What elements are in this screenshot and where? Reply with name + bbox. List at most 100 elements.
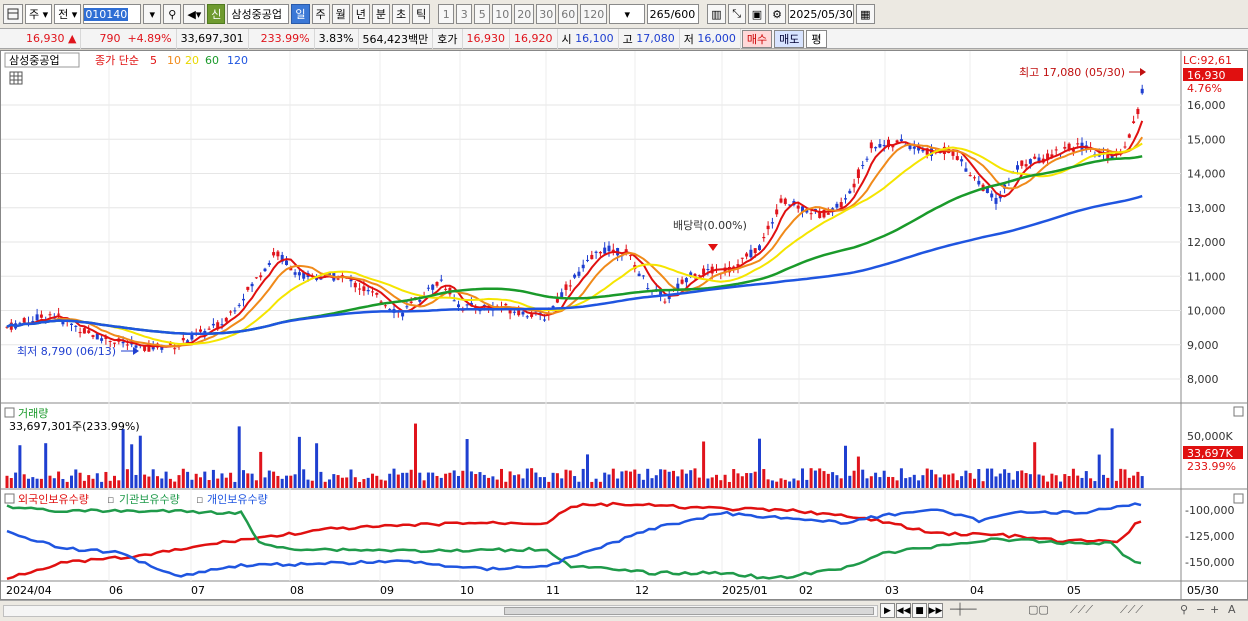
interval-button[interactable]: 120 [580,4,608,24]
volume-bar [955,480,959,488]
interval-custom-select[interactable]: ▾ [609,4,646,24]
scroll-stop-button[interactable]: ■ [912,603,927,618]
table-toggle-icon[interactable] [9,71,23,85]
candle-body [173,348,177,350]
candle-body [504,303,508,306]
volume-bar [74,469,78,488]
legend-foreign[interactable]: 외국인보유수량 [18,493,89,506]
volume-bar [482,474,486,488]
period-tick-button[interactable]: 틱 [412,4,431,24]
period-minute-button[interactable]: 분 [371,4,391,24]
candle-body [594,251,598,253]
buy-button[interactable]: 매수 [741,29,773,48]
period-day-button[interactable]: 일 [291,4,310,24]
volume-bar [912,474,916,488]
indicator-button[interactable]: ▥ [707,4,726,24]
scroll-right-button[interactable]: ▶ [880,603,895,618]
legend-institution[interactable]: 기관보유수량 [119,493,180,506]
volume-bar [680,469,684,488]
candle-body [9,322,13,330]
period-year-button[interactable]: 년 [351,4,370,24]
ma-10-label[interactable]: 10 [167,54,181,67]
period-month-button[interactable]: 월 [331,4,350,24]
line-tool-icon[interactable]: ⟋⟋⟋ [1070,603,1094,616]
save-button[interactable]: ▣ [747,4,767,24]
chart-canvas[interactable]: 16,000 15,000 14,000 13,000 12,000 11,000 10,0… [1,51,1247,599]
volume-panel-toggle[interactable] [4,407,15,418]
zoom-out-icon[interactable]: − [1196,603,1206,616]
volume-panel-close-icon[interactable] [1233,406,1244,417]
volume-bar [813,470,817,488]
settings-button[interactable]: ⚙ [768,4,787,24]
scroll-track[interactable] [3,605,878,617]
speaker-button[interactable]: ◀▾ [183,4,206,24]
volume-bar [379,479,383,488]
date-field[interactable]: 2025/05/30 [788,4,855,24]
speed-slider[interactable]: ─┼── [950,603,977,616]
search-button[interactable]: ⚲ [163,4,182,24]
chart-menu-icon[interactable] [3,4,23,24]
candle-body [87,330,91,333]
candle-body [603,247,607,254]
interval-button[interactable]: 20 [514,4,535,24]
interval-button[interactable]: 3 [456,4,473,24]
ma-120-label[interactable]: 120 [227,54,248,67]
candle-body [770,222,774,224]
volume-bar [181,468,185,488]
interval-button[interactable]: 30 [536,4,557,24]
credit-badge[interactable]: 신 [207,4,226,24]
scroll-forward-button[interactable]: ▶▶ [928,603,943,618]
zoom-icon[interactable]: ⚲ [1180,603,1189,616]
sell-button[interactable]: 매도 [774,29,805,48]
volume: 33,697,301 [177,28,249,49]
chart-area[interactable]: 16,000 15,000 14,000 13,000 12,000 11,000 10,0… [0,50,1248,600]
stock-tag-box[interactable] [4,52,80,68]
volume-bar [237,426,241,488]
candle-body [220,324,224,326]
play-icon: ▶ [884,605,891,616]
interval-button[interactable]: 60 [558,4,579,24]
interval-label: 5 [478,7,486,21]
volume-bar [650,478,654,488]
holding-panel-toggle[interactable] [4,493,15,504]
code-dropdown-button[interactable]: ▾ [143,4,162,24]
ma-60-label[interactable]: 60 [205,54,219,67]
candle-body [775,209,779,215]
chart-scrollbar[interactable]: ▶ ◀◀ ■ ▶▶ ─┼── ▢▢ ⟋⟋⟋ ⟋⟋⟋ ⚲ − + A [0,600,1248,621]
interval-button[interactable]: 1 [438,4,455,24]
interval-button[interactable]: 10 [492,4,513,24]
market-select[interactable]: 주 ▾ [25,4,53,24]
scroll-rewind-button[interactable]: ◀◀ [896,603,911,618]
y-tick-label: 13,000 [1187,202,1226,215]
stock-code-input[interactable]: 010140 [83,4,142,24]
interval-button[interactable]: 5 [474,4,491,24]
ma-20-label[interactable]: 20 [185,54,199,67]
ma-5-label[interactable]: 5 [150,54,157,67]
zoom-in-icon[interactable]: + [1210,603,1220,616]
pyeong-button[interactable]: 평 [806,29,827,48]
holding-y-tick: -100,000 [1185,504,1234,517]
auto-scale-icon[interactable]: A [1228,603,1236,616]
volume-bar [310,480,314,488]
volume-bar [964,470,968,488]
period-type-select[interactable]: 전 ▾ [54,4,82,24]
candle-body [543,319,546,321]
bar-count-field[interactable]: 265/600 [647,4,700,24]
open-label: 시 [561,32,572,46]
scroll-thumb[interactable] [504,607,874,615]
stock-name-field[interactable]: 삼성중공업 [227,4,290,24]
period-second-button[interactable]: 초 [392,4,411,24]
candle-body [788,204,792,206]
volume-bar [156,476,159,488]
legend-individual[interactable]: 개인보유수량 [207,493,268,506]
volume-bar [371,473,374,488]
annotate-tool-icon[interactable]: ⟋⟋⟋ [1120,603,1144,616]
calendar-button[interactable]: ▦ [856,4,875,24]
draw-tool-button[interactable]: ⤡ [727,4,746,24]
volume-bar [981,481,985,488]
period-week-button[interactable]: 주 [311,4,330,24]
candle-body [91,335,95,337]
holding-panel-close-icon[interactable] [1233,493,1244,504]
chart-type-icon[interactable]: ▢▢ [1028,603,1049,616]
volume-bar [620,471,624,488]
